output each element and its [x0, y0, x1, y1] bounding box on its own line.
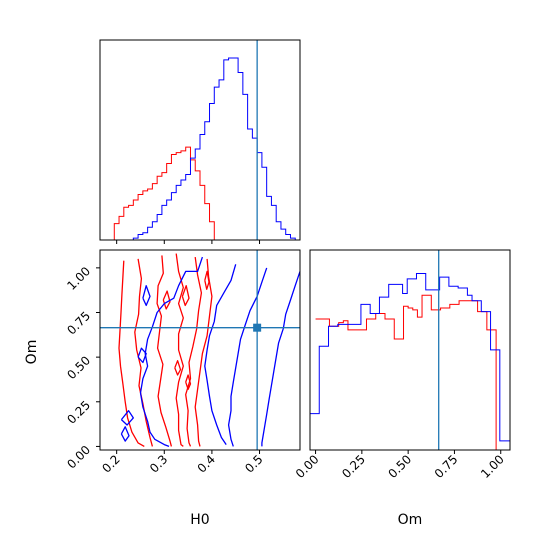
contour-red-1 [134, 258, 154, 447]
contour-red-5 [194, 258, 213, 447]
histogram-blue-1 [100, 57, 300, 241]
histogram-red-0 [315, 294, 501, 451]
x-tick-label: 0.2 [99, 452, 122, 475]
x-tick-label: 0.25 [339, 452, 368, 481]
x-tick-label: 0.4 [195, 452, 218, 475]
y-tick-label: 1.00 [64, 264, 93, 293]
contour-blue-11 [139, 256, 204, 448]
y-axis-label-om: Om [24, 340, 40, 365]
contour-blue-13 [227, 267, 268, 447]
contour-red-3 [175, 253, 184, 447]
histogram-red-0 [100, 146, 300, 241]
contour-h0-om-panel: 0.00 0.25 0.50 0.75 1.00 0.2 0.3 0.4 0.5 [64, 249, 301, 476]
histogram-h0-panel [99, 39, 301, 244]
histogram-blue-1 [310, 272, 510, 442]
contour-blue-14 [261, 271, 301, 447]
x-tick-label: 0.5 [242, 452, 265, 475]
contour-blue-12 [204, 264, 237, 445]
y-tick-label: 0.75 [64, 309, 93, 338]
contour-blue-16 [120, 426, 130, 442]
x-tick-label: 0.3 [147, 452, 170, 475]
x-tick-label: 0.00 [293, 452, 322, 481]
contour-red-4 [185, 257, 203, 447]
contour-red-10 [185, 374, 192, 390]
contour-blue-18 [142, 285, 151, 307]
panel-frame [99, 39, 301, 241]
contour-red-0 [118, 260, 145, 447]
contour-red-6 [162, 290, 171, 310]
histogram-om-panel: 0.00 0.25 0.50 0.75 1.00 [293, 249, 511, 481]
y-tick-label: 0.50 [64, 353, 93, 382]
panel-frame [309, 249, 511, 451]
x-tick-label: 0.50 [385, 452, 414, 481]
x-axis-label-h0: H0 [190, 512, 209, 528]
x-tick-label: 0.75 [432, 452, 461, 481]
x-axis-label-om: Om [398, 512, 423, 528]
panel-frame [99, 249, 301, 451]
contour-blue-17 [120, 410, 134, 426]
x-tick-label: 1.00 [478, 452, 507, 481]
y-tick-label: 0.00 [64, 443, 93, 472]
contour-red-8 [204, 270, 210, 290]
contour-red-7 [181, 285, 190, 307]
contour-red-2 [156, 255, 173, 447]
truth-marker [253, 323, 262, 332]
contour-blue-15 [137, 347, 147, 364]
contour-red-9 [174, 360, 182, 376]
y-tick-label: 0.25 [64, 398, 93, 427]
